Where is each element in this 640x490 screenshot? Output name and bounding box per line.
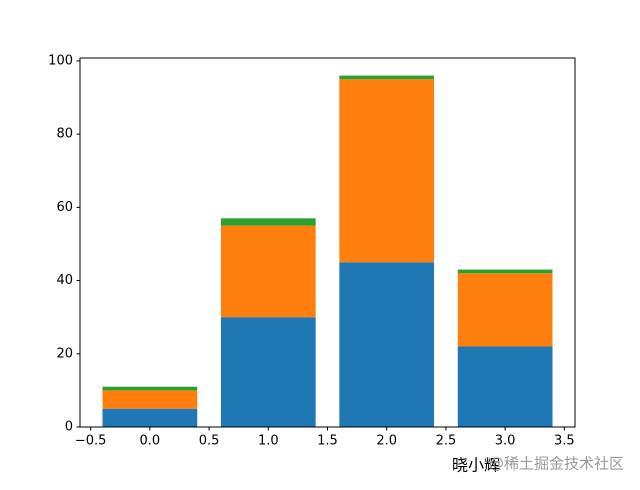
x-tick-label: 0.0 [140,434,161,449]
bar-segment [339,75,435,80]
y-tick-label: 40 [56,273,73,288]
bar-segment [457,346,553,427]
bar-segment [102,390,198,409]
bar-segment [457,269,553,274]
x-tick-label: 0.5 [199,434,220,449]
bar-segment [220,218,316,226]
x-tick-label: 2.5 [436,434,457,449]
bar-segment [220,317,316,427]
bar-segment [457,273,553,347]
watermark-site: @稀土掘金技术社区 [489,455,624,473]
bar-segment [220,225,316,318]
watermark-author: 晓小辉 [452,456,500,475]
x-tick-label: −0.5 [75,434,107,449]
y-tick-label: 80 [56,127,73,142]
bar-segment [102,408,198,427]
x-tick-label: 1.5 [317,434,338,449]
y-tick-label: 20 [56,346,73,361]
y-tick-label: 0 [65,420,73,435]
x-tick-label: 3.5 [554,434,575,449]
x-tick-label: 1.0 [258,434,279,449]
x-tick-label: 2.0 [376,434,397,449]
bar-segment [339,262,435,427]
bar-segment [339,79,435,263]
x-tick-label: 3.0 [495,434,516,449]
bar-segment [102,386,198,391]
y-tick-label: 60 [56,200,73,215]
y-tick-label: 100 [48,53,73,68]
